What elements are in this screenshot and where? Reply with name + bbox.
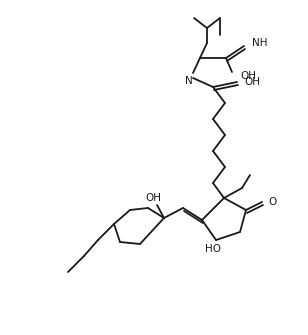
Text: OH: OH <box>244 77 260 87</box>
Text: O: O <box>268 197 276 207</box>
Text: OH: OH <box>240 71 256 81</box>
Text: HO: HO <box>205 244 221 254</box>
Text: OH: OH <box>145 193 161 203</box>
Text: NH: NH <box>252 38 268 48</box>
Text: N: N <box>185 76 193 86</box>
